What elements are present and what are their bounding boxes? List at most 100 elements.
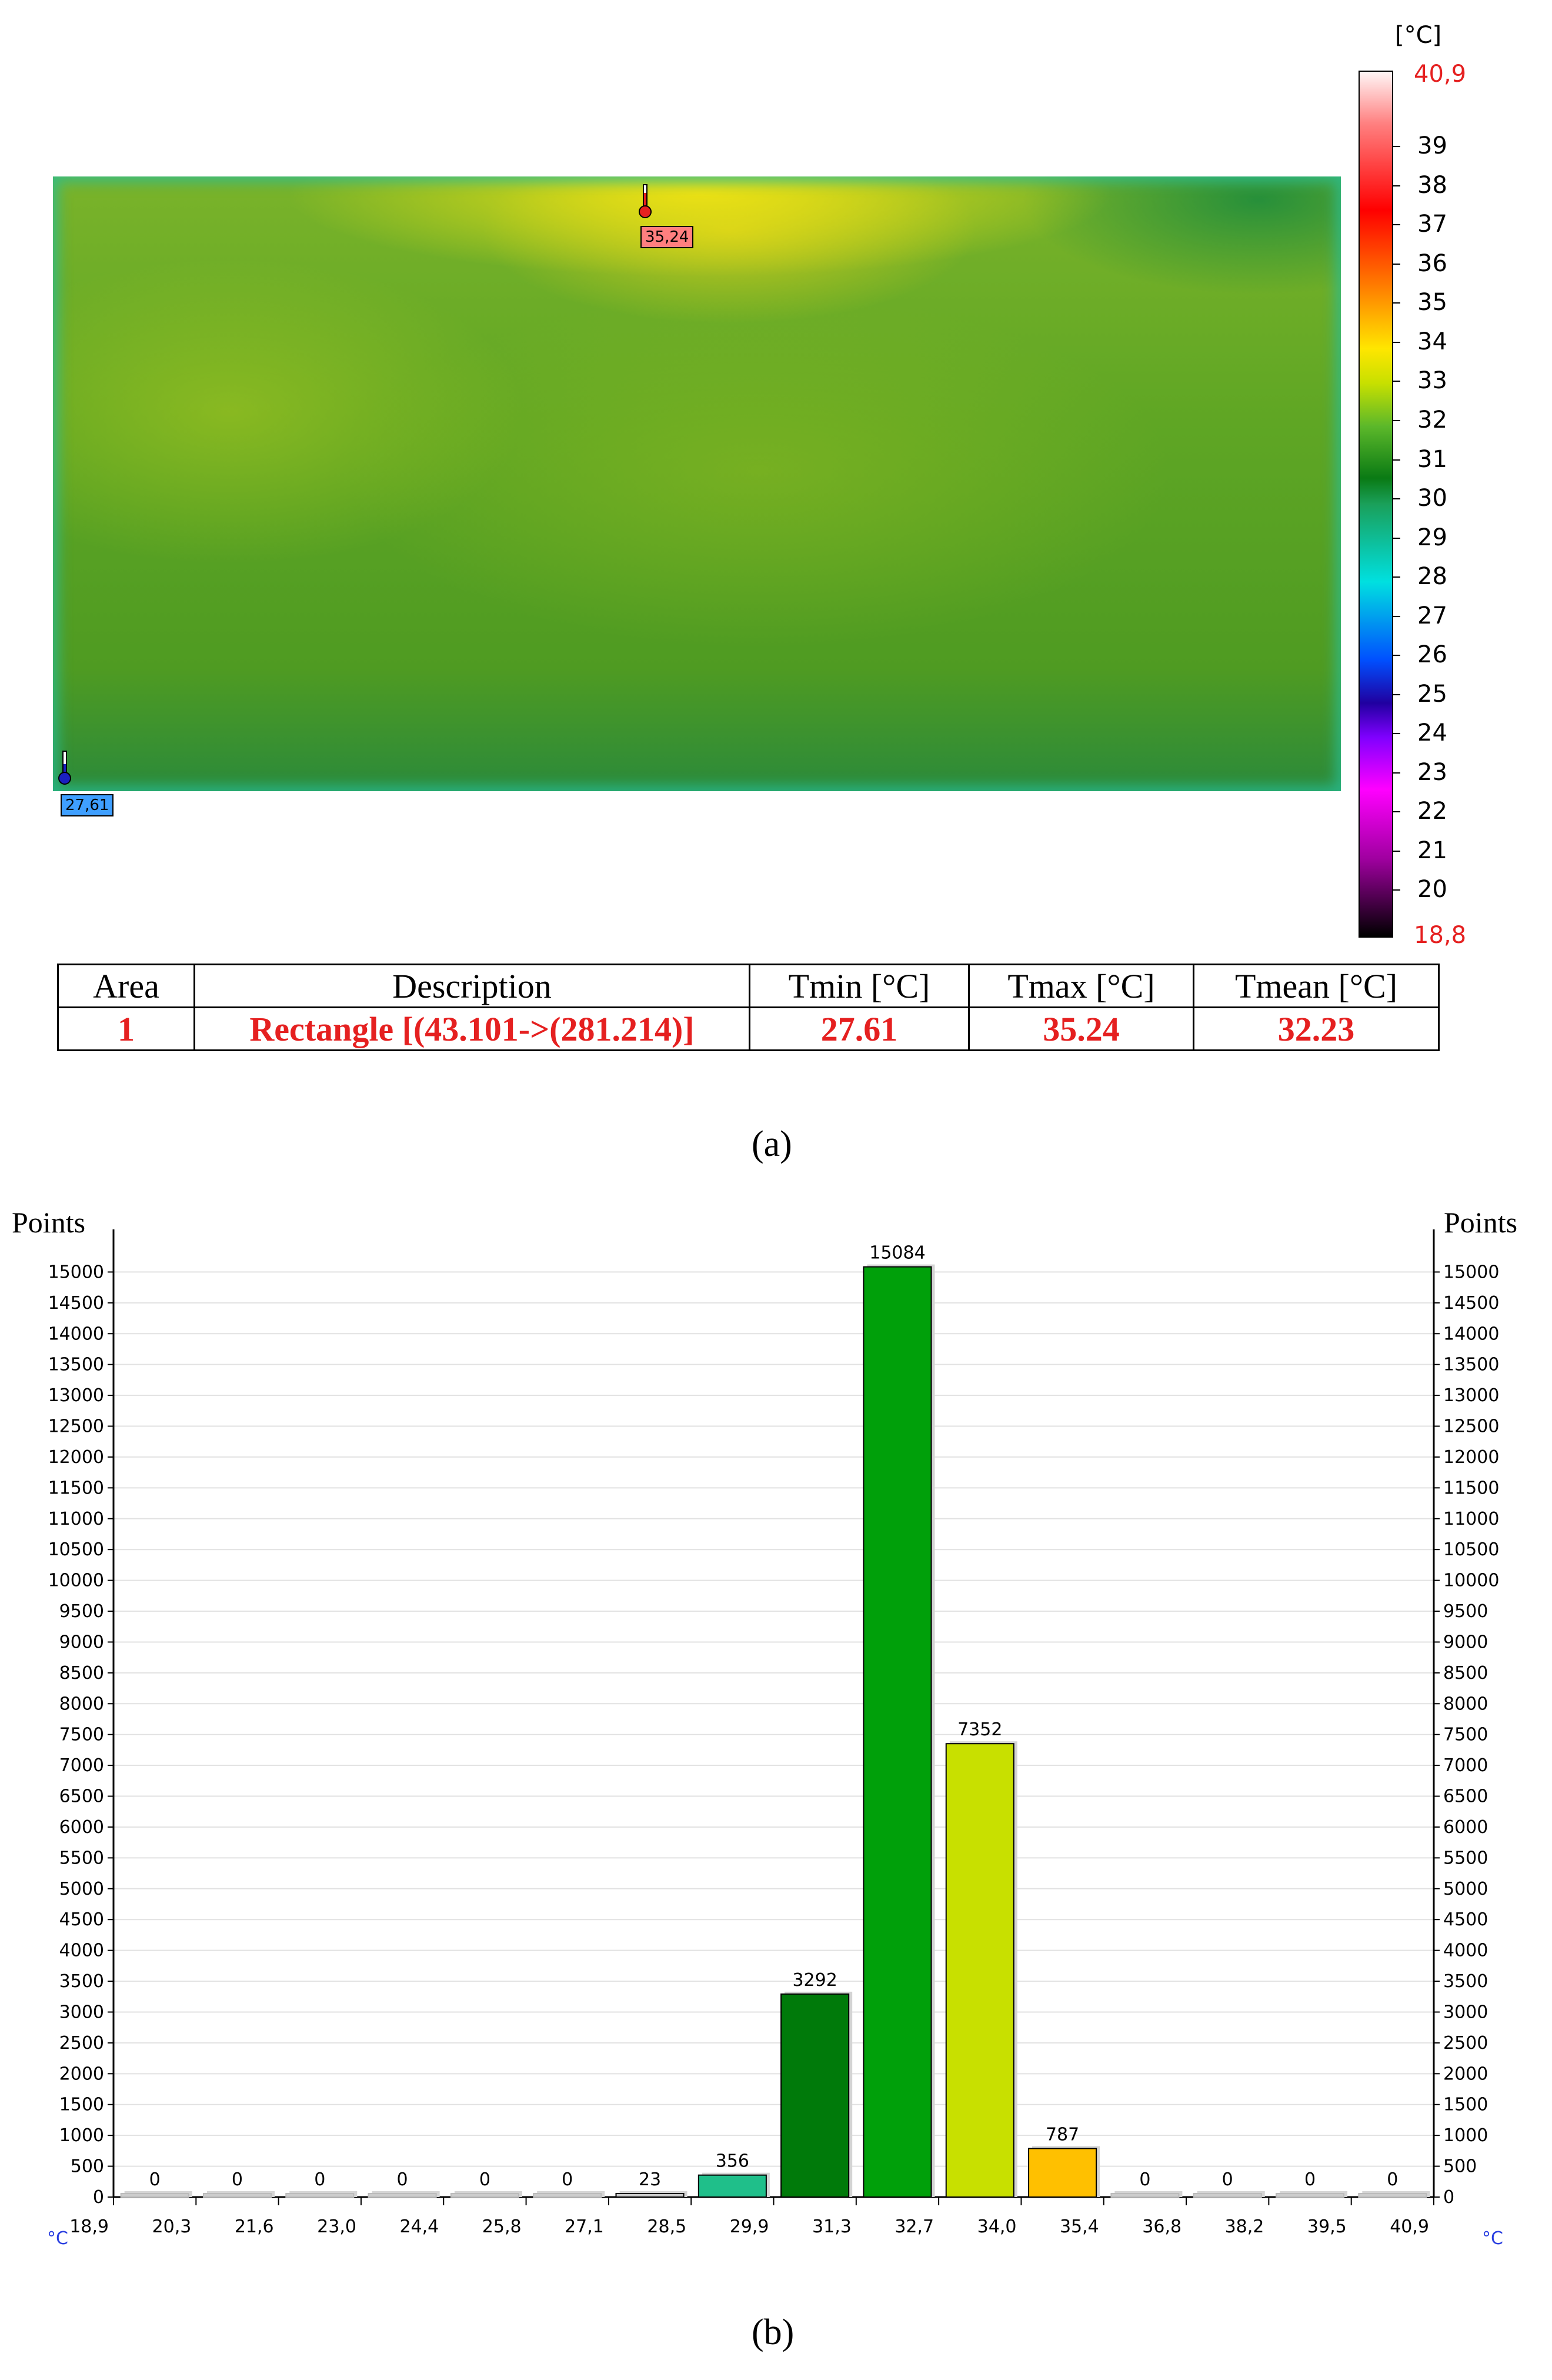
colorbar-tick (1392, 498, 1400, 500)
colorbar-max-label: 40,9 (1414, 61, 1467, 88)
y-tick-label-left: 11000 (48, 1509, 104, 1529)
y-axis-label-right: Points (1444, 1206, 1517, 1239)
bar-value-label: 0 (1387, 2169, 1398, 2190)
colorbar-tick-label: 29 (1417, 524, 1447, 551)
bar (202, 2193, 272, 2198)
table-cell: 35.24 (968, 1006, 1194, 1051)
bar (780, 1993, 850, 2198)
bar-value-label: 0 (149, 2169, 161, 2190)
y-tick-label-right: 1500 (1443, 2095, 1488, 2115)
y-tick-label-left: 13500 (48, 1355, 104, 1375)
y-tick-label-left: 11500 (48, 1478, 104, 1498)
bar (120, 2193, 189, 2198)
y-tick-label-left: 4500 (59, 1909, 104, 1930)
x-unit-label-right: °C (1482, 2228, 1503, 2249)
bar-value-label: 23 (639, 2169, 661, 2190)
colorbar-tick-label: 37 (1417, 211, 1447, 238)
figure-a: 35,24 27,61 [°C] 40,9 18,8 39 38 37 36 35 34 3… (53, 24, 1467, 1164)
bar-value-label: 0 (1222, 2169, 1233, 2190)
colorbar-tick (1392, 419, 1400, 421)
y-tick-label-right: 2000 (1443, 2064, 1488, 2084)
colorbar-tick (1392, 537, 1400, 539)
bar-value-label: 3292 (792, 1970, 837, 1991)
colorbar-tick (1392, 655, 1400, 656)
y-tick-label-right: 5000 (1443, 1879, 1488, 1899)
bar (368, 2193, 437, 2198)
colorbar-tick (1392, 185, 1400, 186)
bar (697, 2174, 767, 2198)
table-header-cell: Tmean [°C] (1193, 964, 1440, 1008)
bar (615, 2193, 685, 2198)
table-cell: 1 (57, 1006, 195, 1051)
x-tick-label: 28,5 (647, 2216, 686, 2237)
bar (1358, 2193, 1427, 2198)
x-tick-label: 40,9 (1390, 2216, 1429, 2237)
y-tick-label-left: 2000 (59, 2064, 104, 2084)
y-tick-label-right: 500 (1443, 2156, 1477, 2177)
thermal-image (53, 176, 1341, 791)
colorbar-tick (1392, 811, 1400, 813)
x-tick-label: 36,8 (1142, 2216, 1181, 2237)
bar-value-label: 15084 (869, 1243, 925, 1264)
y-tick-label-left: 0 (93, 2187, 104, 2208)
y-tick-label-left: 3500 (59, 1971, 104, 1992)
y-tick-label-right: 14500 (1443, 1293, 1499, 1314)
colorbar (1359, 71, 1393, 938)
y-tick-label-left: 10000 (48, 1571, 104, 1591)
y-tick-label-left: 10500 (48, 1539, 104, 1560)
y-tick-label-right: 1000 (1443, 2125, 1488, 2146)
y-tick-label-left: 15000 (48, 1262, 104, 1282)
y-tick-label-right: 4500 (1443, 1909, 1488, 1930)
x-tick-label: 27,1 (565, 2216, 604, 2237)
bar-value-label: 0 (562, 2169, 573, 2190)
x-tick-label: 31,3 (812, 2216, 852, 2237)
colorbar-tick (1392, 224, 1400, 226)
colorbar-tick-label: 32 (1417, 406, 1447, 434)
y-tick-label-left: 8000 (59, 1694, 104, 1714)
colorbar-tick-label: 26 (1417, 641, 1447, 669)
x-tick-label: 29,9 (730, 2216, 769, 2237)
table-cell: Rectangle [(43.101->(281.214)] (193, 1006, 750, 1051)
y-tick-label-right: 7000 (1443, 1755, 1488, 1776)
colorbar-tick (1392, 615, 1400, 617)
max-temperature-marker (638, 184, 652, 219)
colorbar-tick-label: 27 (1417, 602, 1447, 629)
colorbar-tick (1392, 576, 1400, 578)
colorbar-tick-label: 36 (1417, 249, 1447, 277)
x-tick-label: 24,4 (399, 2216, 439, 2237)
y-tick-label-right: 3000 (1443, 2002, 1488, 2022)
y-tick-label-right: 12000 (1443, 1447, 1499, 1468)
colorbar-tick-label: 23 (1417, 758, 1447, 786)
bar (285, 2193, 355, 2198)
y-tick-label-right: 5500 (1443, 1848, 1488, 1868)
x-tick-label: 21,6 (235, 2216, 274, 2237)
bar-value-label: 0 (232, 2169, 243, 2190)
colorbar-tick (1392, 459, 1400, 461)
table-cell: 32.23 (1193, 1006, 1440, 1051)
y-tick-label-left: 9000 (59, 1632, 104, 1652)
y-axis-label-left: Points (12, 1206, 85, 1239)
x-tick-label: 38,2 (1225, 2216, 1264, 2237)
y-tick-label-left: 12000 (48, 1447, 104, 1468)
colorbar-tick-label: 38 (1417, 171, 1447, 199)
x-tick-label: 39,5 (1307, 2216, 1347, 2237)
y-tick-label-right: 15000 (1443, 1262, 1499, 1282)
colorbar-tick-label: 35 (1417, 289, 1447, 316)
table-header-cell: Description (193, 964, 750, 1008)
y-tick-label-right: 4000 (1443, 1941, 1488, 1961)
y-tick-label-left: 4000 (59, 1941, 104, 1961)
colorbar-tick (1392, 772, 1400, 774)
y-tick-label-right: 8500 (1443, 1663, 1488, 1684)
x-tick-label: 25,8 (482, 2216, 522, 2237)
y-tick-label-left: 500 (71, 2156, 104, 2177)
y-tick-label-left: 6000 (59, 1817, 104, 1838)
y-tick-label-right: 8000 (1443, 1694, 1488, 1714)
bar (450, 2193, 519, 2198)
y-tick-label-left: 14500 (48, 1293, 104, 1314)
y-tick-label-left: 9500 (59, 1601, 104, 1622)
colorbar-tick-label: 20 (1417, 876, 1447, 904)
bar-value-label: 0 (479, 2169, 490, 2190)
bar (1276, 2193, 1345, 2198)
thermometer-icon (639, 184, 652, 218)
bar-value-label: 0 (397, 2169, 408, 2190)
